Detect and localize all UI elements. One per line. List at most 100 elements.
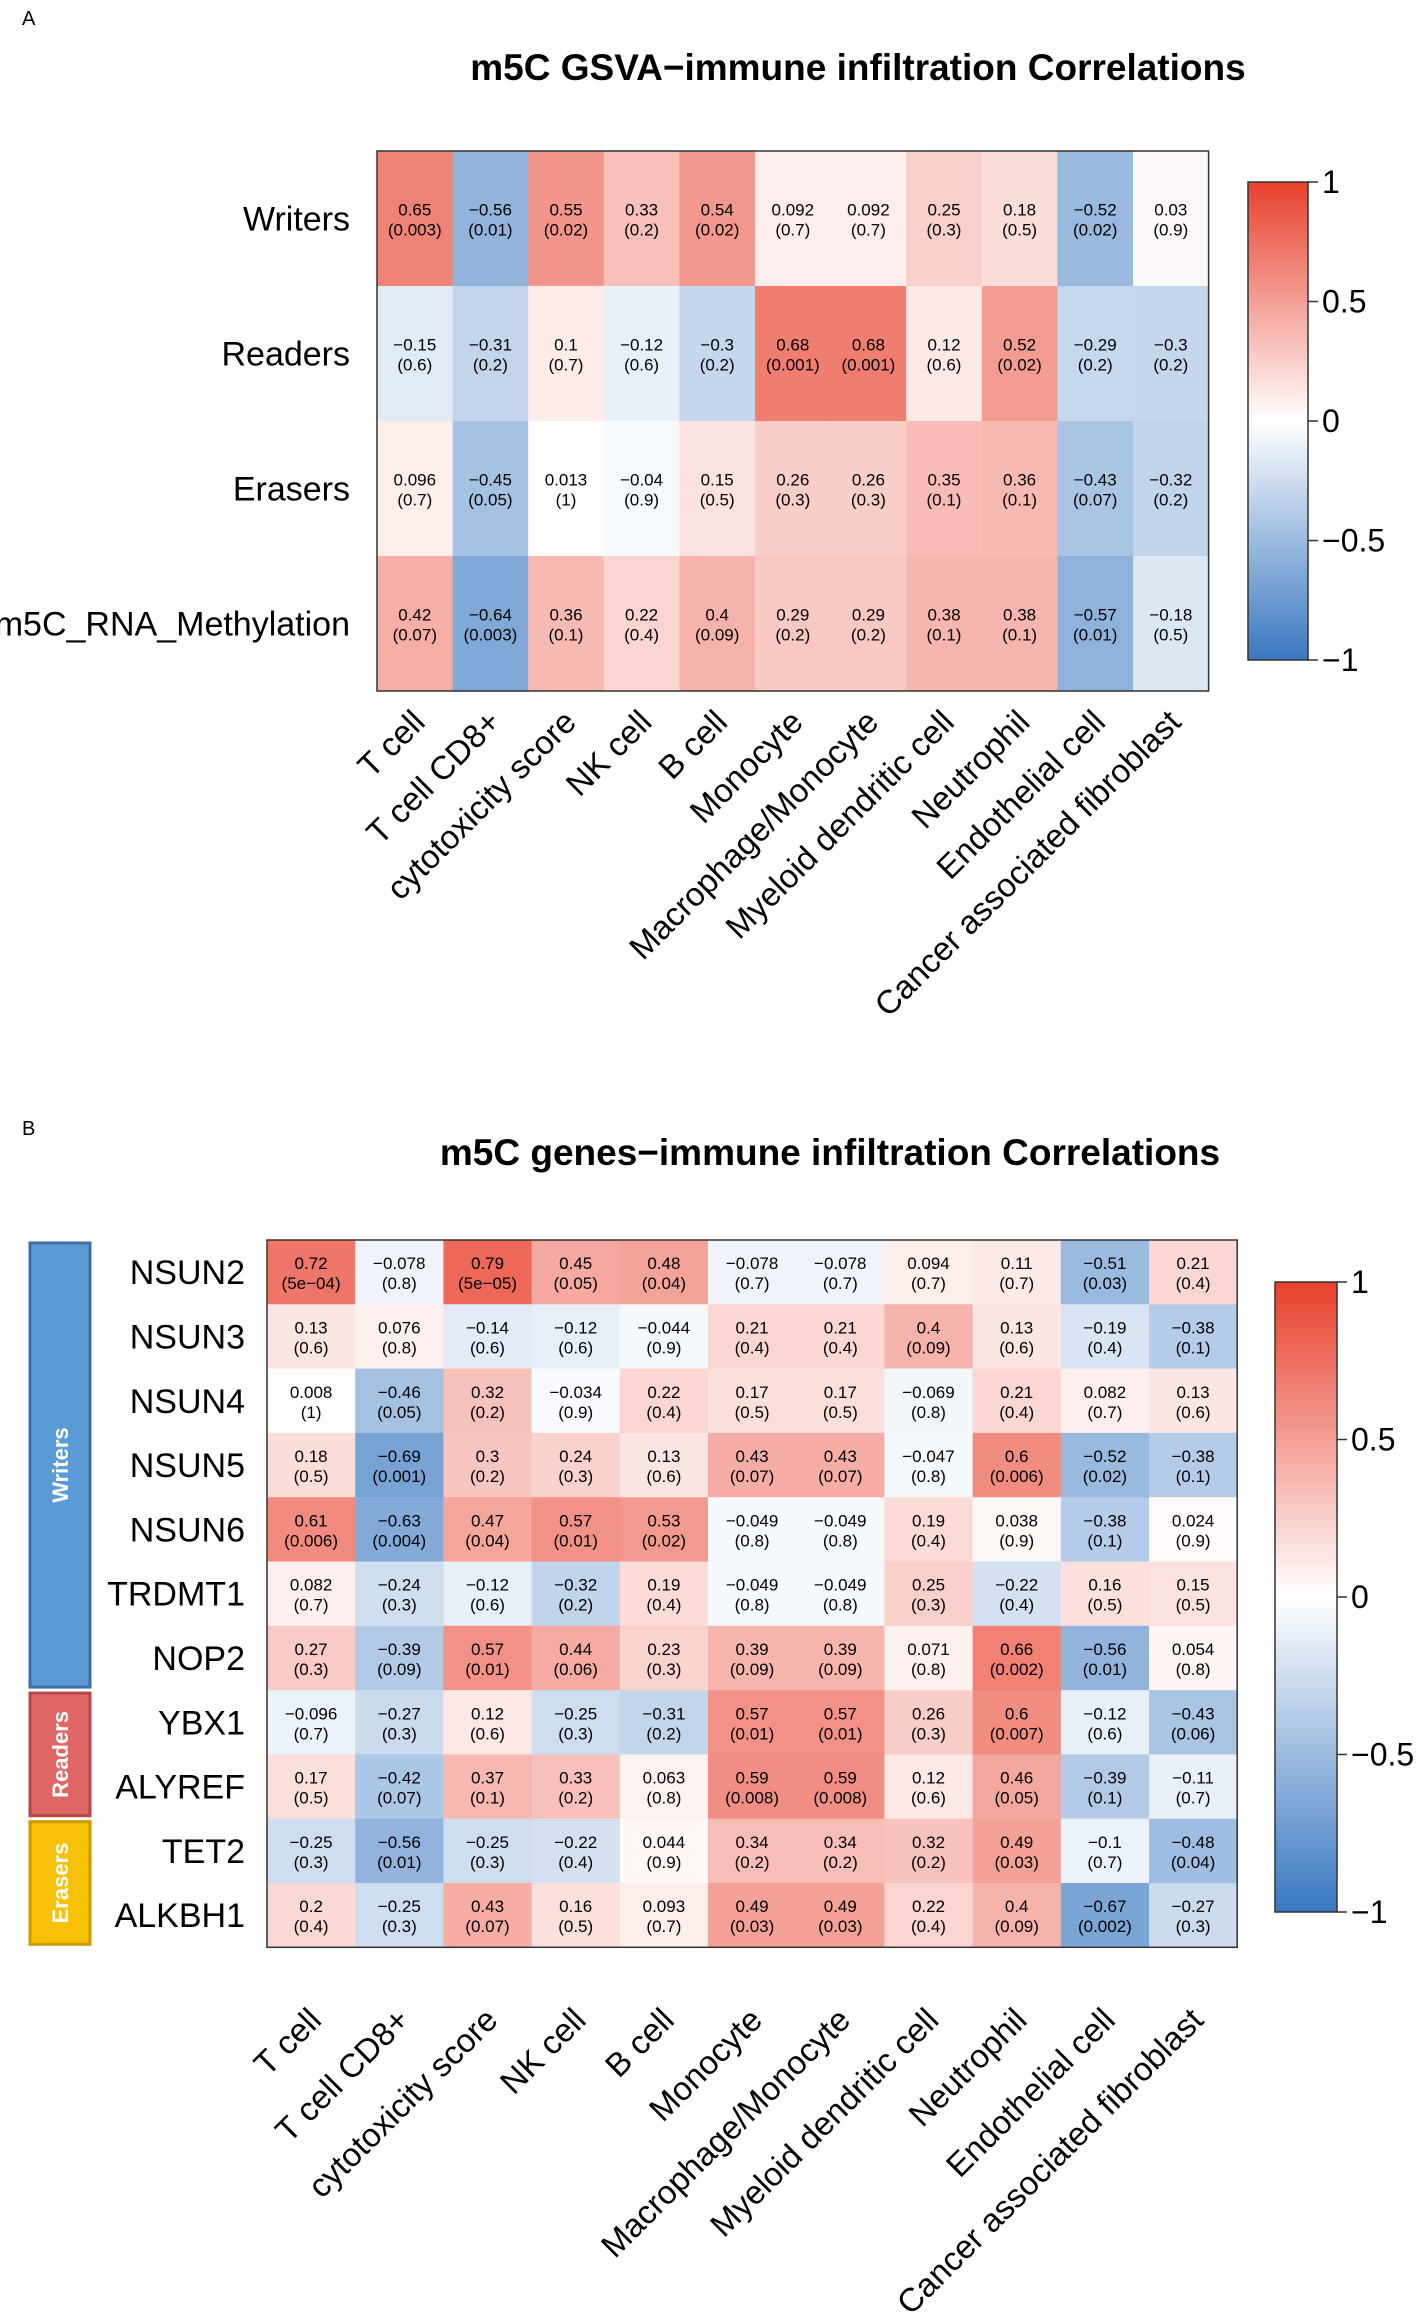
heatmap-cell <box>884 1304 974 1370</box>
cell-correlation-label: 0.34 <box>824 1833 857 1852</box>
heatmap-cell <box>528 286 605 422</box>
cell-correlation-label: 0.49 <box>824 1897 857 1916</box>
cell-correlation-label: 0.54 <box>701 201 734 220</box>
cell-correlation-label: 0.68 <box>852 336 885 355</box>
panel-label: A <box>22 8 36 30</box>
cell-p-value-label: (0.2) <box>911 1853 946 1872</box>
cell-correlation-label: 0.23 <box>647 1640 680 1659</box>
heatmap-cell <box>972 1304 1062 1370</box>
cell-p-value-label: (0.04) <box>642 1274 686 1293</box>
cell-p-value-label: (0.4) <box>294 1917 329 1936</box>
heatmap-cell <box>267 1368 356 1434</box>
cell-correlation-label: 0.4 <box>917 1318 941 1337</box>
cell-correlation-label: 0.26 <box>776 471 809 490</box>
cell-p-value-label: (0.2) <box>473 356 508 375</box>
cell-p-value-label: (0.9) <box>1176 1531 1211 1550</box>
cell-correlation-label: 0.35 <box>927 471 960 490</box>
cell-p-value-label: (0.8) <box>911 1467 946 1486</box>
cell-correlation-label: 0.29 <box>776 606 809 625</box>
cell-p-value-label: (0.3) <box>470 1853 505 1872</box>
cell-p-value-label: (0.4) <box>646 1596 681 1615</box>
cell-correlation-label: −0.27 <box>1172 1897 1215 1916</box>
cell-p-value-label: (0.7) <box>999 1274 1034 1293</box>
cell-correlation-label: 0.33 <box>625 201 658 220</box>
cell-p-value-label: (0.3) <box>851 491 886 510</box>
cell-p-value-label: (0.9) <box>646 1338 681 1357</box>
cell-correlation-label: 0.038 <box>995 1511 1038 1530</box>
cell-correlation-label: 0.21 <box>1177 1254 1210 1273</box>
cell-p-value-label: (0.006) <box>284 1531 338 1550</box>
cell-p-value-label: (0.7) <box>823 1274 858 1293</box>
cell-p-value-label: (0.09) <box>377 1660 421 1679</box>
cell-p-value-label: (0.8) <box>1176 1660 1211 1679</box>
cell-p-value-label: (0.2) <box>1078 356 1113 375</box>
cell-correlation-label: −0.12 <box>620 336 663 355</box>
cell-correlation-label: 0.013 <box>545 471 588 490</box>
cell-p-value-label: (0.3) <box>558 1724 593 1743</box>
cell-p-value-label: (0.4) <box>1087 1338 1122 1357</box>
cell-correlation-label: −0.096 <box>285 1704 337 1723</box>
row-label-nsun6: NSUN6 <box>130 1511 245 1549</box>
cell-correlation-label: 0.42 <box>398 606 431 625</box>
cell-correlation-label: 0.59 <box>736 1769 769 1788</box>
color-scale-tick-label: 0 <box>1322 403 1340 439</box>
cell-p-value-label: (0.6) <box>397 356 432 375</box>
heatmap-cell <box>443 1304 533 1370</box>
cell-p-value-label: (0.7) <box>1087 1403 1122 1422</box>
heatmap-cell <box>796 1497 885 1563</box>
cell-p-value-label: (0.01) <box>468 221 512 240</box>
cell-correlation-label: −0.38 <box>1083 1511 1126 1530</box>
row-label-nsun5: NSUN5 <box>130 1447 245 1485</box>
heatmap-cell <box>755 421 832 557</box>
cell-p-value-label: (0.003) <box>388 221 442 240</box>
cell-correlation-label: 0.024 <box>1172 1511 1215 1530</box>
cell-correlation-label: 0.6 <box>1005 1447 1029 1466</box>
cell-correlation-label: 0.61 <box>295 1511 328 1530</box>
heatmap-cell <box>267 1432 356 1498</box>
heatmap-cell <box>452 286 529 422</box>
cell-correlation-label: −0.18 <box>1149 606 1192 625</box>
cell-correlation-label: −0.42 <box>378 1769 421 1788</box>
cell-correlation-label: 0.054 <box>1172 1640 1215 1659</box>
heatmap-cell <box>267 1818 356 1884</box>
cell-p-value-label: (0.9) <box>558 1403 593 1422</box>
heatmap-cell <box>1149 1240 1238 1305</box>
cell-p-value-label: (0.6) <box>470 1596 505 1615</box>
heatmap-cell <box>679 421 756 557</box>
heatmap-cell <box>884 1497 974 1563</box>
row-label-nsun4: NSUN4 <box>130 1383 245 1421</box>
cell-correlation-label: −0.047 <box>902 1447 954 1466</box>
heatmap-cell <box>603 556 680 692</box>
cell-p-value-label: (0.5) <box>294 1467 329 1486</box>
heatmap-cell <box>619 1368 709 1434</box>
heatmap-border <box>376 150 1210 692</box>
cell-p-value-label: (0.2) <box>470 1403 505 1422</box>
row-label-trdmt1: TRDMT1 <box>107 1576 245 1614</box>
heatmap-cell <box>355 1561 444 1627</box>
cell-correlation-label: 0.094 <box>907 1254 950 1273</box>
heatmap-cell <box>1149 1754 1238 1820</box>
heatmap-cell <box>528 421 605 557</box>
cell-p-value-label: (0.4) <box>646 1403 681 1422</box>
heatmap-cell <box>1133 421 1210 557</box>
cell-correlation-label: 0.48 <box>647 1254 680 1273</box>
heatmap-cell <box>531 1240 621 1305</box>
row-label-alyref: ALYREF <box>115 1769 245 1807</box>
heatmap-cell <box>267 1883 356 1948</box>
row-label-nsun3: NSUN3 <box>130 1318 245 1356</box>
color-scale-tick-label: −0.5 <box>1322 523 1385 559</box>
heatmap-cell <box>1060 1561 1150 1627</box>
color-scale-tick-label: 1 <box>1322 164 1340 200</box>
cell-correlation-label: −0.049 <box>814 1576 866 1595</box>
heatmap-cell <box>796 1883 885 1948</box>
cell-correlation-label: −0.14 <box>466 1318 509 1337</box>
cell-correlation-label: −0.25 <box>466 1833 509 1852</box>
heatmap-cell <box>267 1561 356 1627</box>
cell-correlation-label: 0.39 <box>736 1640 769 1659</box>
heatmap-cell <box>531 1432 621 1498</box>
cell-correlation-label: 0.44 <box>559 1640 592 1659</box>
heatmap-cell <box>267 1754 356 1820</box>
cell-correlation-label: 0.47 <box>471 1511 504 1530</box>
